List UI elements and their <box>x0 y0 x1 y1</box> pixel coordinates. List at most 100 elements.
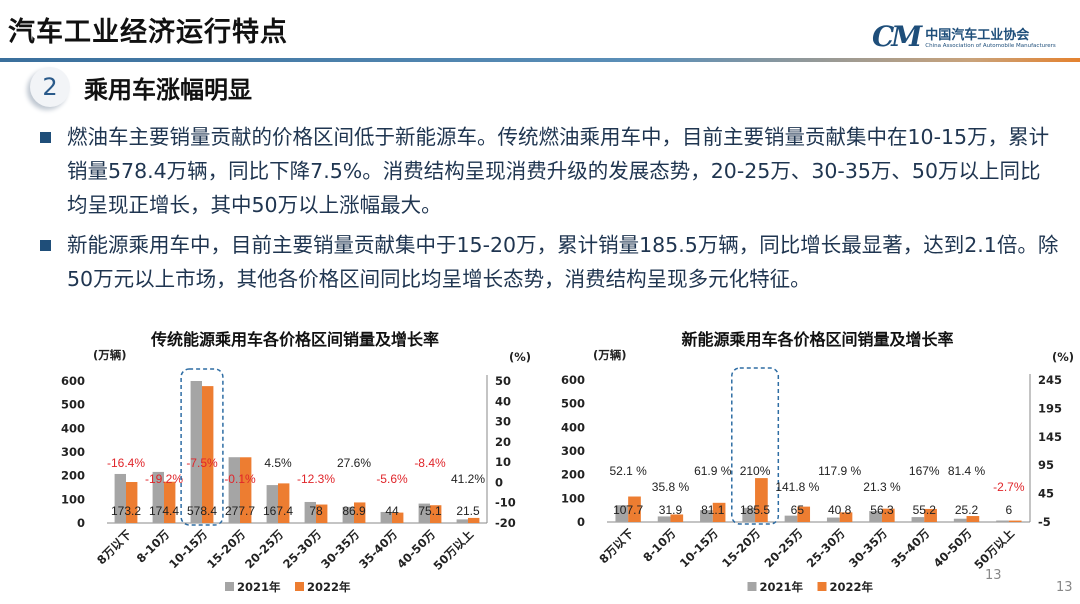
bar-2022 <box>966 516 980 522</box>
y2-tick-label: 20 <box>495 435 511 449</box>
x-tick-label: 20-25万 <box>242 527 286 571</box>
bar-2021 <box>266 485 278 523</box>
x-tick-label: 40-50万 <box>931 526 975 570</box>
value-label: 578.4 <box>187 504 217 518</box>
y2-tick-label: 45 <box>1038 487 1054 501</box>
bar-2021 <box>657 516 671 522</box>
growth-label: -7.5% <box>186 456 218 470</box>
value-label: 107.7 <box>613 503 643 517</box>
legend-label-2022: 2022年 <box>830 580 874 594</box>
y-tick-label: 0 <box>77 516 85 530</box>
y-tick-label: 600 <box>61 374 85 388</box>
bar-2021 <box>953 518 967 522</box>
section-number-badge: 2 <box>30 67 70 107</box>
bar-2022 <box>126 482 138 523</box>
y-tick-label: 200 <box>561 468 585 482</box>
growth-label: -0.1% <box>224 472 256 486</box>
bar-2022 <box>839 512 853 522</box>
y-tick-label: 500 <box>61 398 85 412</box>
value-label: 78 <box>309 504 323 518</box>
growth-label: 117.9 % <box>818 464 861 478</box>
y2-tick-label: -10 <box>495 496 516 510</box>
value-label: 277.7 <box>225 504 255 518</box>
x-tick-label: 30-35万 <box>846 526 890 570</box>
x-tick-label: 35-40万 <box>888 526 932 570</box>
y2-tick-label: 145 <box>1038 430 1062 444</box>
x-tick-label: 50万以上 <box>431 527 477 573</box>
y2-tick-label: 10 <box>495 455 511 469</box>
slide-title: 汽车工业经济运行特点 <box>8 17 288 48</box>
y2-tick-label: -20 <box>495 516 516 530</box>
bar-2022 <box>164 481 176 523</box>
nev-price-range-chart: 新能源乘用车各价格区间销量及增长率 (万辆) (%) 600 500 400 300 200 1… <box>561 330 1074 594</box>
x-tick-label: 50万以上 <box>971 526 1017 572</box>
x-tick-label: 25-30万 <box>280 527 324 571</box>
value-label: 25.2 <box>955 503 979 517</box>
growth-label: 210% <box>740 464 771 478</box>
bullet-square-icon <box>40 240 51 251</box>
growth-label: 81.4 % <box>948 464 986 478</box>
caam-logo: CM 中国汽车工业协会 China Association of Automob… <box>872 20 1056 53</box>
bar-2022 <box>430 505 442 523</box>
section-title: 乘用车涨幅明显 <box>84 76 252 104</box>
x-tick-label: 15-20万 <box>204 527 248 571</box>
y2-axis-unit-label: (%) <box>1052 350 1074 364</box>
growth-label: 35.8 % <box>652 480 690 494</box>
bar-2021 <box>418 503 430 523</box>
chart-title: 传统能源乘用车各价格区间销量及增长率 <box>150 330 439 349</box>
bar-2021 <box>742 507 756 522</box>
bar-2021 <box>826 517 840 522</box>
bar-2022 <box>881 508 895 522</box>
value-label: 81.1 <box>701 503 725 517</box>
growth-label: 52.1 % <box>609 464 647 478</box>
value-label: 174.4 <box>149 504 179 518</box>
value-label: 75.1 <box>418 504 442 518</box>
bar-2022 <box>240 457 252 523</box>
growth-label: 27.6% <box>337 456 371 470</box>
y2-axis-unit-label: (%) <box>509 350 531 364</box>
bar-2021 <box>342 506 354 523</box>
highlight-box <box>731 367 780 525</box>
bullet-list: 燃油车主要销量贡献的价格区间低于新能源车。传统燃油乘用车中，目前主要销量贡献集中… <box>40 120 1060 302</box>
y2-tick-label: 95 <box>1038 458 1054 472</box>
growth-label: 4.5% <box>264 456 292 470</box>
growth-label: 21.3 % <box>863 480 901 494</box>
x-tick-label: 10-15万 <box>166 527 210 571</box>
x-tick-label: 8万以下 <box>94 527 134 567</box>
bar-2022 <box>278 483 290 523</box>
value-label: 21.5 <box>456 504 480 518</box>
y-axis-unit-label: (万辆) <box>93 348 127 362</box>
y2-tick-label: 40 <box>495 394 511 408</box>
bar-2022 <box>628 496 641 522</box>
growth-label: 41.2% <box>451 472 485 486</box>
y2-tick-label: 0 <box>495 475 503 489</box>
bar-2022 <box>392 512 404 523</box>
x-tick-label: 20-25万 <box>761 526 805 570</box>
value-label: 56.3 <box>870 503 894 517</box>
value-label: 167.4 <box>263 504 293 518</box>
growth-label: -5.6% <box>376 472 408 486</box>
growth-label: -2.7% <box>993 480 1025 494</box>
bar-2021 <box>996 520 1009 522</box>
bar-2022 <box>354 502 366 523</box>
bar-2021 <box>615 505 629 522</box>
bar-2022 <box>316 504 328 523</box>
bar-2022 <box>202 386 214 523</box>
y-tick-label: 600 <box>561 373 585 387</box>
legend-swatch-2021 <box>747 582 757 591</box>
legend-swatch-2022 <box>295 582 304 591</box>
value-label: 185.5 <box>740 503 770 517</box>
y-tick-label: 400 <box>561 420 585 434</box>
bar-2022 <box>924 508 937 522</box>
y2-tick-label: -5 <box>1038 515 1051 529</box>
header-divider <box>0 58 1080 62</box>
legend-label-2022: 2022年 <box>307 580 351 594</box>
bar-2021 <box>114 473 126 523</box>
growth-label: 167% <box>909 464 940 478</box>
growth-label: 141.8 % <box>775 480 819 494</box>
value-label: 40.8 <box>828 503 852 517</box>
value-label: 65 <box>791 503 805 517</box>
y2-tick-label: 195 <box>1038 401 1062 415</box>
x-tick-label: 8万以下 <box>596 526 636 566</box>
page-number-corner: 13 <box>1056 580 1073 595</box>
